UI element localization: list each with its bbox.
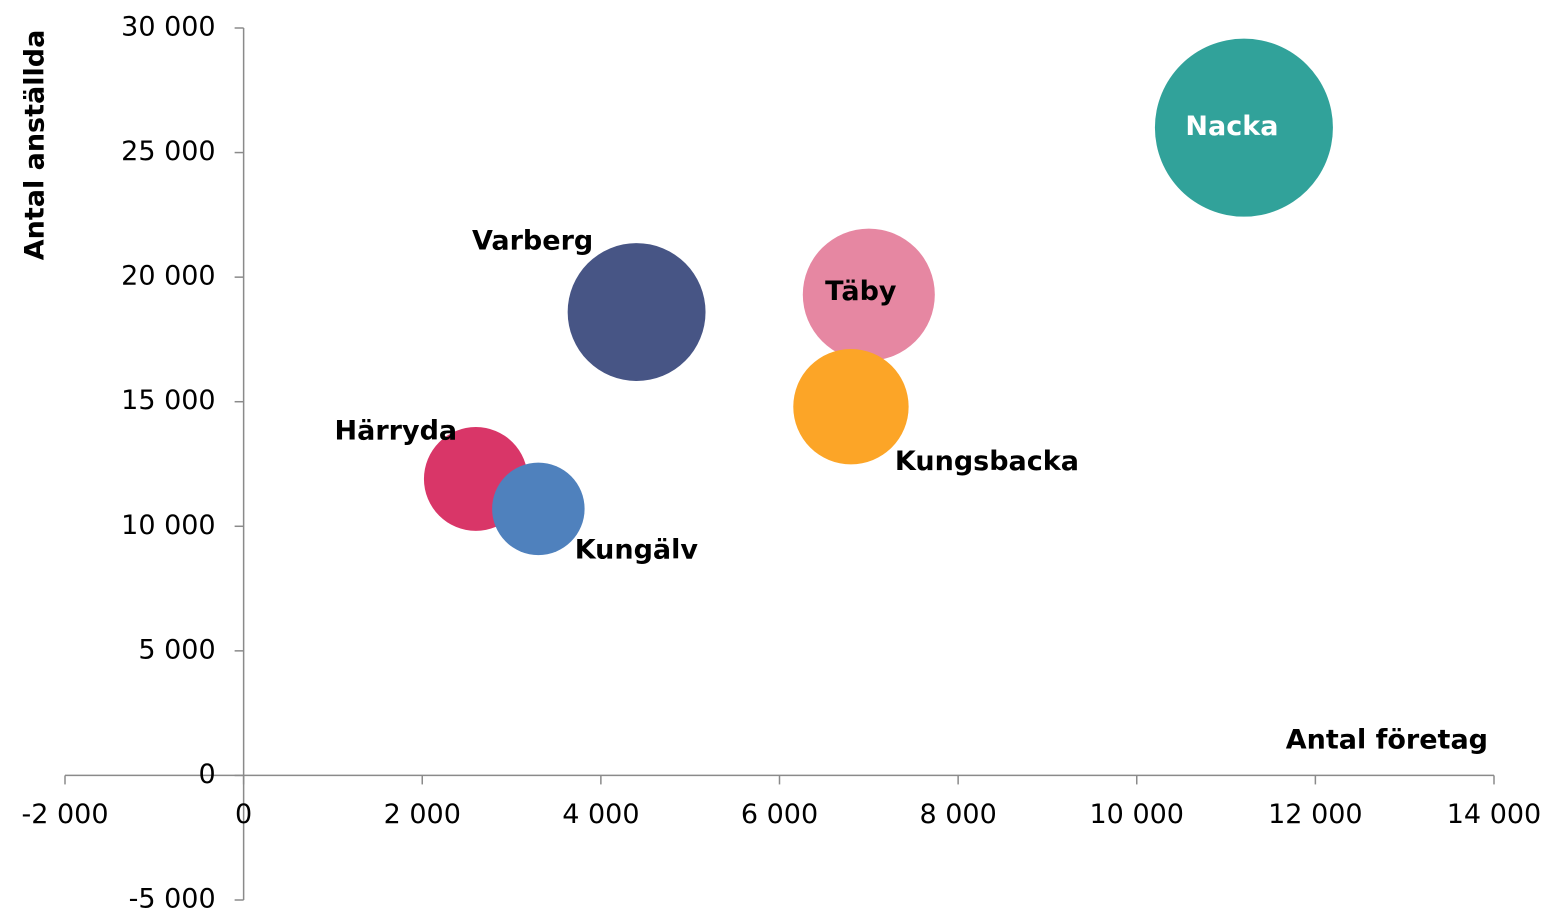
bubble-label: Härryda	[335, 415, 458, 446]
y-tick-label: 20 000	[121, 261, 215, 292]
y-tick-label: 15 000	[121, 385, 215, 416]
y-tick-label: 0	[198, 759, 215, 790]
x-tick-label: -2 000	[21, 799, 108, 830]
x-tick-label: 12 000	[1268, 799, 1362, 830]
y-tick-label: 5 000	[138, 634, 215, 665]
x-tick-label: 10 000	[1090, 799, 1184, 830]
bubble-label: Kungälv	[575, 534, 699, 565]
bubble	[793, 349, 909, 465]
bubble	[567, 243, 706, 381]
bubble-label: Nacka	[1185, 111, 1278, 142]
x-tick-label: 0	[235, 799, 252, 830]
x-axis-title: Antal företag	[1286, 725, 1488, 756]
x-tick-label: 14 000	[1447, 799, 1541, 830]
y-axis-title: Antal anställda	[20, 30, 51, 261]
x-tick-label: 2 000	[384, 799, 461, 830]
bubble-label: Täby	[825, 276, 897, 307]
y-tick-label: 25 000	[121, 136, 215, 167]
x-tick-label: 4 000	[562, 799, 639, 830]
x-tick-label: 6 000	[741, 799, 818, 830]
bubble-label: Kungsbacka	[895, 446, 1079, 477]
bubble	[802, 228, 935, 361]
bubble-label: Varberg	[472, 226, 593, 257]
y-tick-label: 10 000	[121, 510, 215, 541]
bubble	[492, 462, 585, 556]
x-tick-label: 8 000	[919, 799, 996, 830]
bubble	[1154, 38, 1333, 217]
y-tick-label: -5 000	[129, 884, 216, 915]
y-tick-label: 30 000	[121, 12, 215, 43]
